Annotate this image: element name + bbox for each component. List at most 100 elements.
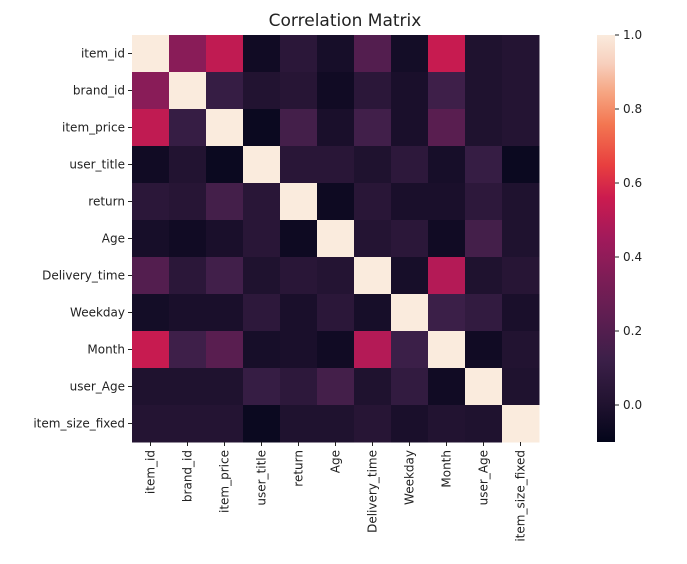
heatmap-cell-Delivery_time-return [280,257,318,295]
heatmap-cell-item_price-Weekday [391,109,429,147]
y-tick-label-user_title: user_title [69,158,125,172]
heatmap-cell-item_size_fixed-item_price [206,405,244,443]
heatmap-cell-return-Delivery_time [354,183,392,221]
colorbar-tick-label: 0.6 [623,176,642,190]
heatmap-cell-item_price-Month [428,109,466,147]
y-tick-label-item_price: item_price [62,121,125,135]
heatmap-cell-Age-Weekday [391,220,429,258]
heatmap-cell-Weekday-user_Age [465,294,503,332]
heatmap-cell-user_Age-item_price [206,368,244,406]
colorbar-gradient [597,35,615,442]
heatmap-cell-user_Age-Age [317,368,355,406]
heatmap-cell-user_title-user_title [243,146,281,184]
heatmap-cell-Weekday-user_title [243,294,281,332]
y-tick-label-item_size_fixed: item_size_fixed [33,417,125,431]
heatmap-cell-return-item_price [206,183,244,221]
heatmap-cell-brand_id-item_price [206,72,244,110]
x-tick-label-Month: Month [440,450,454,488]
heatmap-cell-Weekday-item_price [206,294,244,332]
heatmap-cell-Weekday-item_id [132,294,170,332]
heatmap-cell-item_size_fixed-user_title [243,405,281,443]
heatmap-cell-item_size_fixed-Age [317,405,355,443]
heatmap-cell-Delivery_time-item_id [132,257,170,295]
heatmap-cell-return-item_id [132,183,170,221]
heatmap-cell-item_size_fixed-Delivery_time [354,405,392,443]
heatmap-cell-Weekday-item_size_fixed [502,294,540,332]
colorbar-tick-label: 0.0 [623,398,642,412]
x-tick-label-item_size_fixed: item_size_fixed [514,450,528,542]
heatmap-cell-user_title-Delivery_time [354,146,392,184]
heatmap-cell-return-Month [428,183,466,221]
x-tick-label-item_price: item_price [218,450,232,513]
heatmap-cell-Month-Weekday [391,331,429,369]
heatmap-cell-user_Age-user_title [243,368,281,406]
heatmap-cell-Weekday-Weekday [391,294,429,332]
heatmap-cell-brand_id-user_title [243,72,281,110]
heatmap-cell-brand_id-item_id [132,72,170,110]
y-tick-label-user_Age: user_Age [70,380,125,394]
heatmap-cell-Month-item_price [206,331,244,369]
heatmap-cell-brand_id-Weekday [391,72,429,110]
heatmap-cell-Delivery_time-brand_id [169,257,207,295]
heatmap-cell-Delivery_time-user_title [243,257,281,295]
chart-title: Correlation Matrix [269,11,422,31]
heatmap-cell-item_price-user_Age [465,109,503,147]
heatmap-cell-Month-user_Age [465,331,503,369]
heatmap-cell-Age-Age [317,220,355,258]
heatmap-cell-Month-item_id [132,331,170,369]
heatmap-cell-brand_id-Month [428,72,466,110]
heatmap-cell-user_title-Age [317,146,355,184]
x-tick-labels: item_id brand_id item_price user_title retur… [144,442,528,542]
x-tick-label-Weekday: Weekday [403,450,417,505]
heatmap-cell-item_size_fixed-item_id [132,405,170,443]
colorbar-tick-label: 0.2 [623,324,642,338]
heatmap-cell-item_id-Month [428,35,466,73]
heatmap-cell-brand_id-item_size_fixed [502,72,540,110]
heatmap-cell-brand_id-user_Age [465,72,503,110]
heatmap-cell-user_title-Month [428,146,466,184]
heatmap-cell-Month-user_title [243,331,281,369]
heatmap-cell-Month-Month [428,331,466,369]
heatmap-cell-Age-user_Age [465,220,503,258]
x-tick-label-brand_id: brand_id [181,450,195,502]
heatmap-cell-user_title-user_Age [465,146,503,184]
heatmap-cell-return-item_size_fixed [502,183,540,221]
heatmap-cells [132,35,540,443]
heatmap-cell-Age-user_title [243,220,281,258]
heatmap-cell-item_price-item_price [206,109,244,147]
heatmap-cell-return-Weekday [391,183,429,221]
heatmap-cell-Delivery_time-user_Age [465,257,503,295]
heatmap-cell-Age-Month [428,220,466,258]
heatmap-cell-user_Age-Delivery_time [354,368,392,406]
colorbar-tick-label: 1.0 [623,28,642,42]
x-tick-label-Age: Age [329,450,343,473]
heatmap-cell-item_size_fixed-Month [428,405,466,443]
heatmap-cell-user_title-item_price [206,146,244,184]
x-tick-label-Delivery_time: Delivery_time [366,450,380,533]
heatmap-cell-Age-return [280,220,318,258]
heatmap-cell-item_price-item_size_fixed [502,109,540,147]
heatmap-cell-item_id-user_title [243,35,281,73]
heatmap-cell-Month-Age [317,331,355,369]
heatmap-cell-Delivery_time-Age [317,257,355,295]
heatmap-cell-Age-item_id [132,220,170,258]
heatmap-cell-item_price-item_id [132,109,170,147]
y-tick-label-brand_id: brand_id [73,84,125,98]
heatmap-cell-user_title-brand_id [169,146,207,184]
heatmap-cell-Age-Delivery_time [354,220,392,258]
heatmap-cell-user_title-return [280,146,318,184]
heatmap-cell-item_size_fixed-Weekday [391,405,429,443]
y-tick-label-Weekday: Weekday [70,306,125,320]
heatmap-cell-brand_id-return [280,72,318,110]
heatmap-cell-user_Age-Weekday [391,368,429,406]
heatmap-cell-user_Age-brand_id [169,368,207,406]
y-tick-labels: item_id brand_id item_price user_titleretur… [33,47,132,431]
heatmap-cell-user_Age-return [280,368,318,406]
heatmap-cell-item_id-Delivery_time [354,35,392,73]
colorbar-tick-label: 0.4 [623,250,642,264]
heatmap-cell-item_id-Weekday [391,35,429,73]
heatmap-cell-brand_id-Age [317,72,355,110]
heatmap-cell-return-user_Age [465,183,503,221]
heatmap-cell-user_title-item_size_fixed [502,146,540,184]
